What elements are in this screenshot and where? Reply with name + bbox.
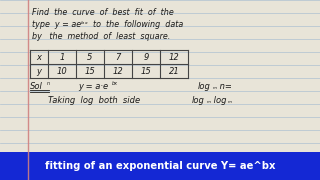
Text: n=: n= — [217, 82, 232, 91]
Text: n: n — [47, 81, 50, 86]
Text: 12: 12 — [169, 53, 180, 62]
Text: 15: 15 — [84, 66, 95, 75]
Text: log: log — [192, 96, 205, 105]
Text: 12: 12 — [113, 66, 124, 75]
Text: m: m — [207, 100, 211, 104]
Text: m: m — [228, 100, 232, 104]
Text: x: x — [36, 53, 42, 62]
Text: 5: 5 — [87, 53, 93, 62]
Text: type  y = aeᵇˣ  to  the  following  data: type y = aeᵇˣ to the following data — [32, 20, 183, 29]
Text: fitting of an exponential curve Y= ae^bx: fitting of an exponential curve Y= ae^bx — [45, 161, 275, 171]
Bar — [0, 152, 320, 180]
Text: 7: 7 — [115, 53, 121, 62]
Text: log: log — [211, 96, 227, 105]
Text: log: log — [198, 82, 211, 91]
Text: Find  the  curve  of  best  fit  of  the: Find the curve of best fit of the — [32, 8, 174, 17]
Text: 9: 9 — [143, 53, 149, 62]
Text: Taking  log  both  side: Taking log both side — [48, 96, 140, 105]
Text: y: y — [36, 66, 42, 75]
Text: by   the  method  of  least  square.: by the method of least square. — [32, 32, 170, 41]
Text: 15: 15 — [140, 66, 151, 75]
Text: 10: 10 — [57, 66, 68, 75]
Text: m: m — [213, 86, 217, 90]
Text: Sol: Sol — [30, 82, 43, 91]
Text: 21: 21 — [169, 66, 180, 75]
Text: 1: 1 — [59, 53, 65, 62]
Text: bx: bx — [112, 81, 118, 86]
Text: y = a·e: y = a·e — [78, 82, 108, 91]
